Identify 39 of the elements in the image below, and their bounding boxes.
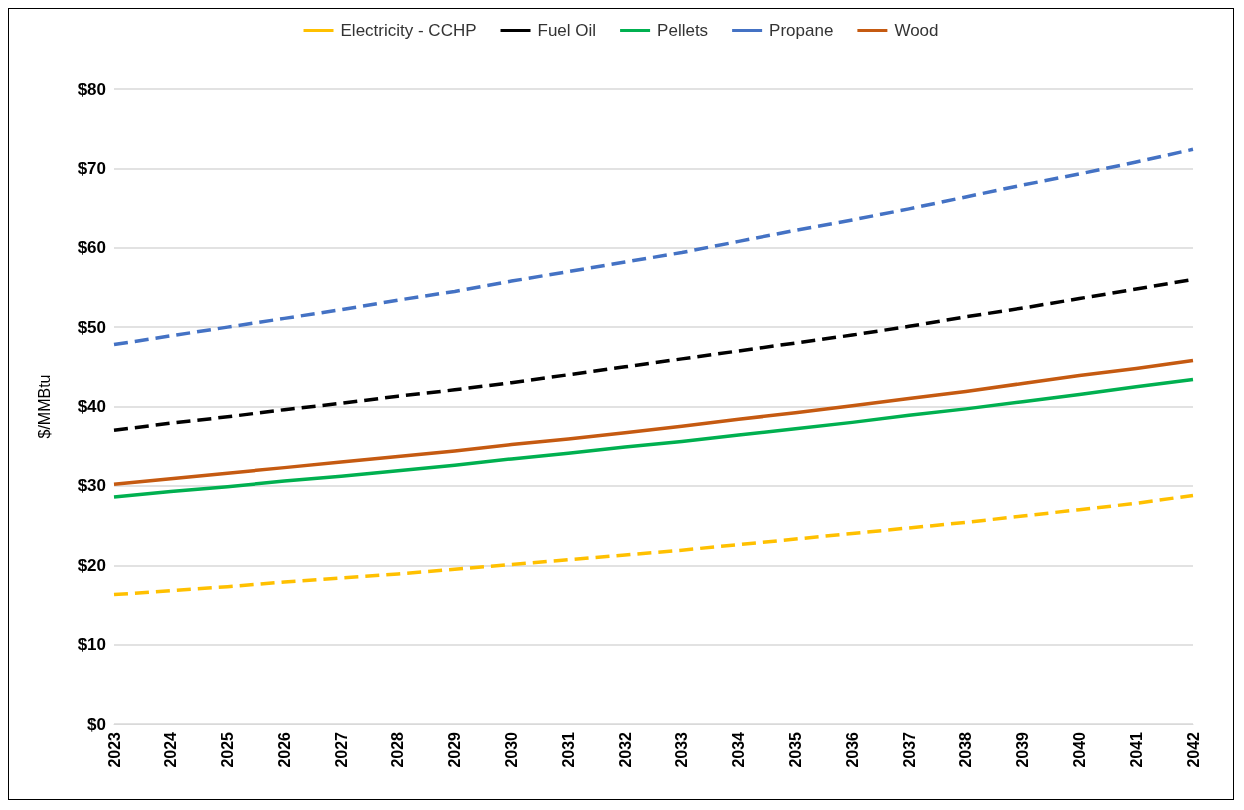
line-series xyxy=(112,147,1195,347)
y-tick-label: $30 xyxy=(77,476,106,496)
x-tick-label: 2040 xyxy=(1070,731,1088,768)
x-tick-label: 2036 xyxy=(843,731,861,768)
line-series xyxy=(112,493,1195,597)
x-tick-label: 2024 xyxy=(162,731,180,768)
x-tick-label: 2041 xyxy=(1127,731,1145,768)
x-tick-label: 2042 xyxy=(1184,731,1202,768)
y-tick-label: $20 xyxy=(77,555,106,575)
line-series xyxy=(112,358,1195,487)
y-tick-label: $0 xyxy=(87,714,106,734)
y-tick-label: $70 xyxy=(77,158,106,178)
x-tick-label: 2030 xyxy=(503,731,521,768)
y-axis-title: $/MMBtu xyxy=(35,374,53,439)
x-tick-label: 2035 xyxy=(786,731,804,768)
x-tick-label: 2034 xyxy=(730,731,748,768)
legend-label: Pellets xyxy=(657,21,709,40)
x-tick-label: 2025 xyxy=(219,731,237,768)
x-tick-label: 2032 xyxy=(616,731,634,768)
y-tick-label: $10 xyxy=(77,635,106,655)
x-tick-label: 2028 xyxy=(389,731,407,768)
x-tick-label: 2023 xyxy=(105,731,123,768)
legend-label: Propane xyxy=(769,21,834,40)
x-tick-label: 2029 xyxy=(446,731,464,768)
legend-label: Wood xyxy=(894,21,939,40)
x-tick-label: 2039 xyxy=(1014,731,1032,768)
y-tick-label: $50 xyxy=(77,317,106,337)
x-tick-label: 2031 xyxy=(559,731,577,768)
legend-label: Electricity - CCHP xyxy=(340,21,477,40)
legend-label: Fuel Oil xyxy=(537,21,597,40)
y-tick-label: $60 xyxy=(77,238,106,258)
line-series xyxy=(112,377,1195,499)
x-tick-label: 2027 xyxy=(332,731,350,768)
y-tick-label: $80 xyxy=(77,79,106,99)
x-tick-label: 2033 xyxy=(673,731,691,768)
x-tick-label: 2038 xyxy=(957,731,975,768)
y-tick-label: $40 xyxy=(77,397,106,416)
x-tick-label: 2026 xyxy=(275,731,293,768)
x-tick-label: 2037 xyxy=(900,731,918,768)
